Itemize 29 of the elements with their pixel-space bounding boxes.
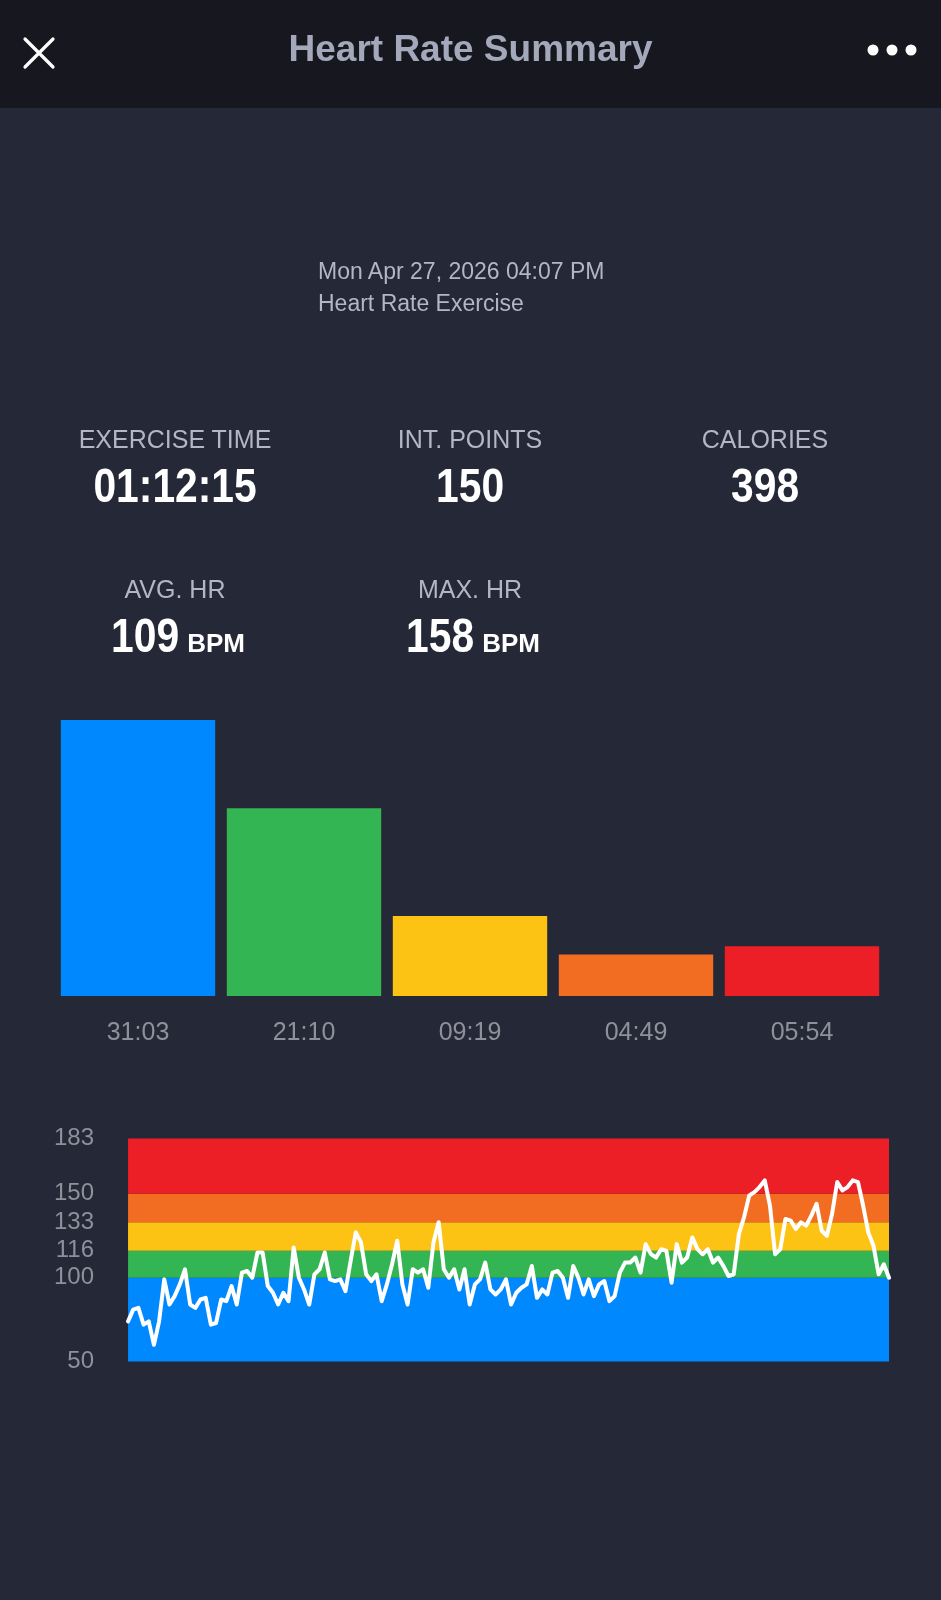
text: AVG. HR xyxy=(123,575,227,604)
text: 150 xyxy=(435,458,505,513)
y-tick-label: 183 xyxy=(54,1123,95,1151)
text: Mon Apr 27, 2026 04:07 PM xyxy=(318,258,605,285)
text: MAX. HR xyxy=(416,575,524,604)
x-tick-label: 09:19 xyxy=(438,1016,502,1045)
y-tick-label: 100 xyxy=(54,1262,95,1290)
bar xyxy=(724,946,880,996)
bar xyxy=(392,915,548,996)
text: CALORIES xyxy=(700,425,830,454)
text: 158 BPM xyxy=(406,608,540,663)
bar xyxy=(558,954,714,996)
bar xyxy=(226,808,382,996)
x-tick-label: 31:03 xyxy=(106,1016,170,1045)
y-tick-label: 116 xyxy=(55,1235,95,1263)
text: EXERCISE TIME xyxy=(77,425,273,454)
text: 01:12:15 xyxy=(93,458,257,513)
text: Heart Rate Summary xyxy=(287,28,654,70)
y-tick-label: 50 xyxy=(67,1346,95,1374)
text: 109 BPM xyxy=(111,608,245,663)
x-tick-label: 04:49 xyxy=(604,1016,668,1045)
text: Heart Rate Exercise xyxy=(318,290,524,317)
text: INT. POINTS xyxy=(396,425,544,454)
bar xyxy=(60,720,216,996)
text: 398 xyxy=(730,458,800,513)
y-tick-label: 150 xyxy=(54,1178,95,1206)
y-tick-label: 133 xyxy=(54,1206,95,1234)
x-tick-label: 21:10 xyxy=(272,1016,336,1045)
x-tick-label: 05:54 xyxy=(770,1016,834,1045)
